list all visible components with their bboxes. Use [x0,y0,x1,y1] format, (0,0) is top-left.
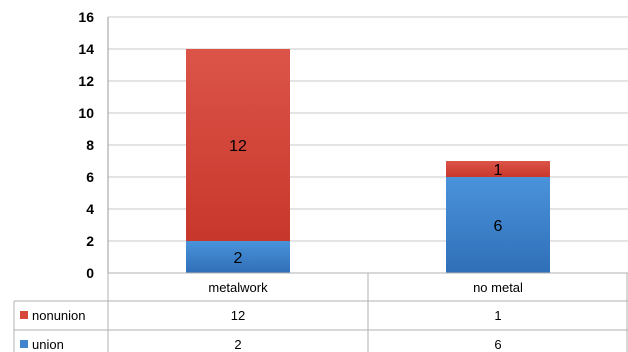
bar-segment-union [186,241,290,273]
data-table: metalwork no metal nonunion 12 1 union 2 6 [13,272,628,352]
legend-swatch-union [20,340,28,348]
y-tick-label: 8 [86,137,94,153]
x-category-label: metalwork [208,280,268,295]
data-label: 12 [229,138,247,155]
data-label: 6 [494,218,503,235]
y-tick-label: 10 [78,105,94,121]
table-cell: 6 [494,337,501,352]
table-cell: 1 [494,308,501,323]
y-tick-label: 2 [86,233,94,249]
y-tick-label: 4 [86,201,94,217]
data-labels: 2 12 6 1 [229,138,502,267]
legend-swatch-nonunion [20,311,28,319]
data-label: 1 [494,162,503,179]
y-tick-label: 16 [78,9,94,25]
bar-segment-union [446,177,550,273]
bar-segment-nonunion [186,49,290,241]
table-cell: 2 [234,337,241,352]
y-tick-label: 14 [78,41,94,57]
y-tick-label: 0 [86,265,94,281]
bar-segment-nonunion [446,161,550,177]
table-cell: 12 [231,308,245,323]
y-tick-label: 6 [86,169,94,185]
legend-label: union [32,337,64,352]
data-label: 2 [234,250,243,267]
x-category-label: no metal [473,280,523,295]
bars [186,49,550,273]
y-tick-label: 12 [78,73,94,89]
legend-label: nonunion [32,308,86,323]
y-axis: 0 2 4 6 8 10 12 14 16 [78,9,109,281]
